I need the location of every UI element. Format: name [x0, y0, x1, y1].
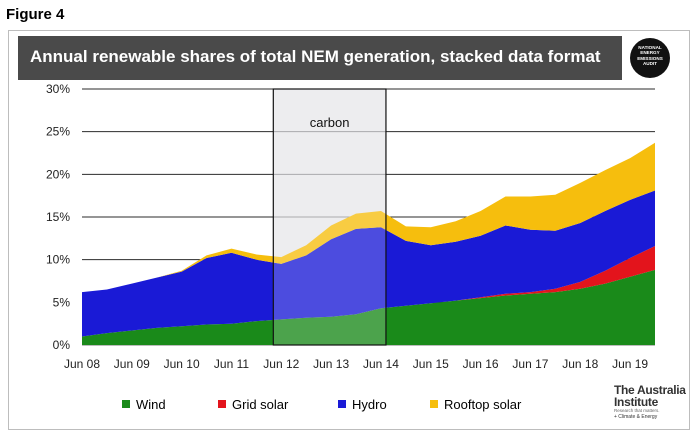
- legend-item-hydro: Hydro: [338, 397, 387, 412]
- chart-title: Annual renewable shares of total NEM gen…: [30, 47, 601, 66]
- legend-swatch-wind: [122, 400, 130, 408]
- x-tick-label: Jun 12: [263, 357, 299, 371]
- annotation-label: carbon: [310, 115, 350, 130]
- area-series-hydro: [82, 190, 655, 337]
- area-series-grid-solar: [82, 246, 655, 337]
- title-banner: Annual renewable shares of total NEM gen…: [18, 36, 682, 80]
- legend-label-wind: Wind: [136, 397, 166, 412]
- legend-item-grid-solar: Grid solar: [218, 397, 288, 412]
- x-tick-label: Jun 17: [512, 357, 548, 371]
- x-tick-label: Jun 14: [363, 357, 399, 371]
- highlight-box: [272, 88, 387, 346]
- legend-label-grid-solar: Grid solar: [232, 397, 289, 412]
- x-tick-label: Jun 10: [164, 357, 200, 371]
- x-tick-label: Jun 16: [463, 357, 499, 371]
- legend-item-rooftop-solar: Rooftop solar: [430, 397, 521, 412]
- y-tick-label: 10%: [46, 253, 70, 267]
- area-series-rooftop-solar: [82, 142, 655, 293]
- y-tick-label: 25%: [46, 125, 70, 139]
- figure-frame: [8, 30, 690, 430]
- highlight-overlay: carbon: [272, 88, 387, 346]
- y-tick-label: 15%: [46, 210, 70, 224]
- stacked-areas: [82, 142, 655, 345]
- x-tick-label: Jun 18: [562, 357, 598, 371]
- logo-name: The Australia Institute: [614, 383, 686, 409]
- x-tick-label: Jun 15: [413, 357, 449, 371]
- y-tick-label: 0%: [53, 338, 71, 352]
- y-tick-label: 5%: [53, 295, 71, 309]
- legend-swatch-grid-solar: [218, 400, 226, 408]
- x-tick-label: Jun 13: [313, 357, 349, 371]
- badge-circle-icon: [630, 38, 670, 78]
- x-tick-label: Jun 19: [612, 357, 648, 371]
- australia-institute-logo: The Australia Institute Research that ma…: [614, 384, 688, 421]
- legend-swatch-rooftop-solar: [430, 400, 438, 408]
- legend-label-rooftop-solar: Rooftop solar: [444, 397, 522, 412]
- logo-tagline: Research that matters.: [614, 408, 660, 413]
- legend-swatch-hydro: [338, 400, 346, 408]
- logo-sub: + Climate & Energy: [614, 414, 658, 420]
- x-tick-label: Jun 09: [114, 357, 150, 371]
- area-series-wind: [82, 269, 655, 345]
- axes: 0% 5% 10% 15% 20% 25% 30% Jun 08 Jun 09 Jun 10 Jun…: [46, 82, 648, 371]
- figure-label: Figure 4: [6, 6, 65, 23]
- y-tick-label: 30%: [46, 82, 70, 96]
- legend-item-wind: Wind: [122, 397, 166, 412]
- x-tick-label: Jun 11: [214, 357, 249, 371]
- badge-text: NATIONAL ENERGY EMISSIONS AUDIT: [637, 45, 663, 67]
- legend-label-hydro: Hydro: [352, 397, 387, 412]
- x-tick-label: Jun 08: [64, 357, 100, 371]
- audit-badge: NATIONAL ENERGY EMISSIONS AUDIT: [622, 36, 682, 80]
- y-tick-label: 20%: [46, 167, 70, 181]
